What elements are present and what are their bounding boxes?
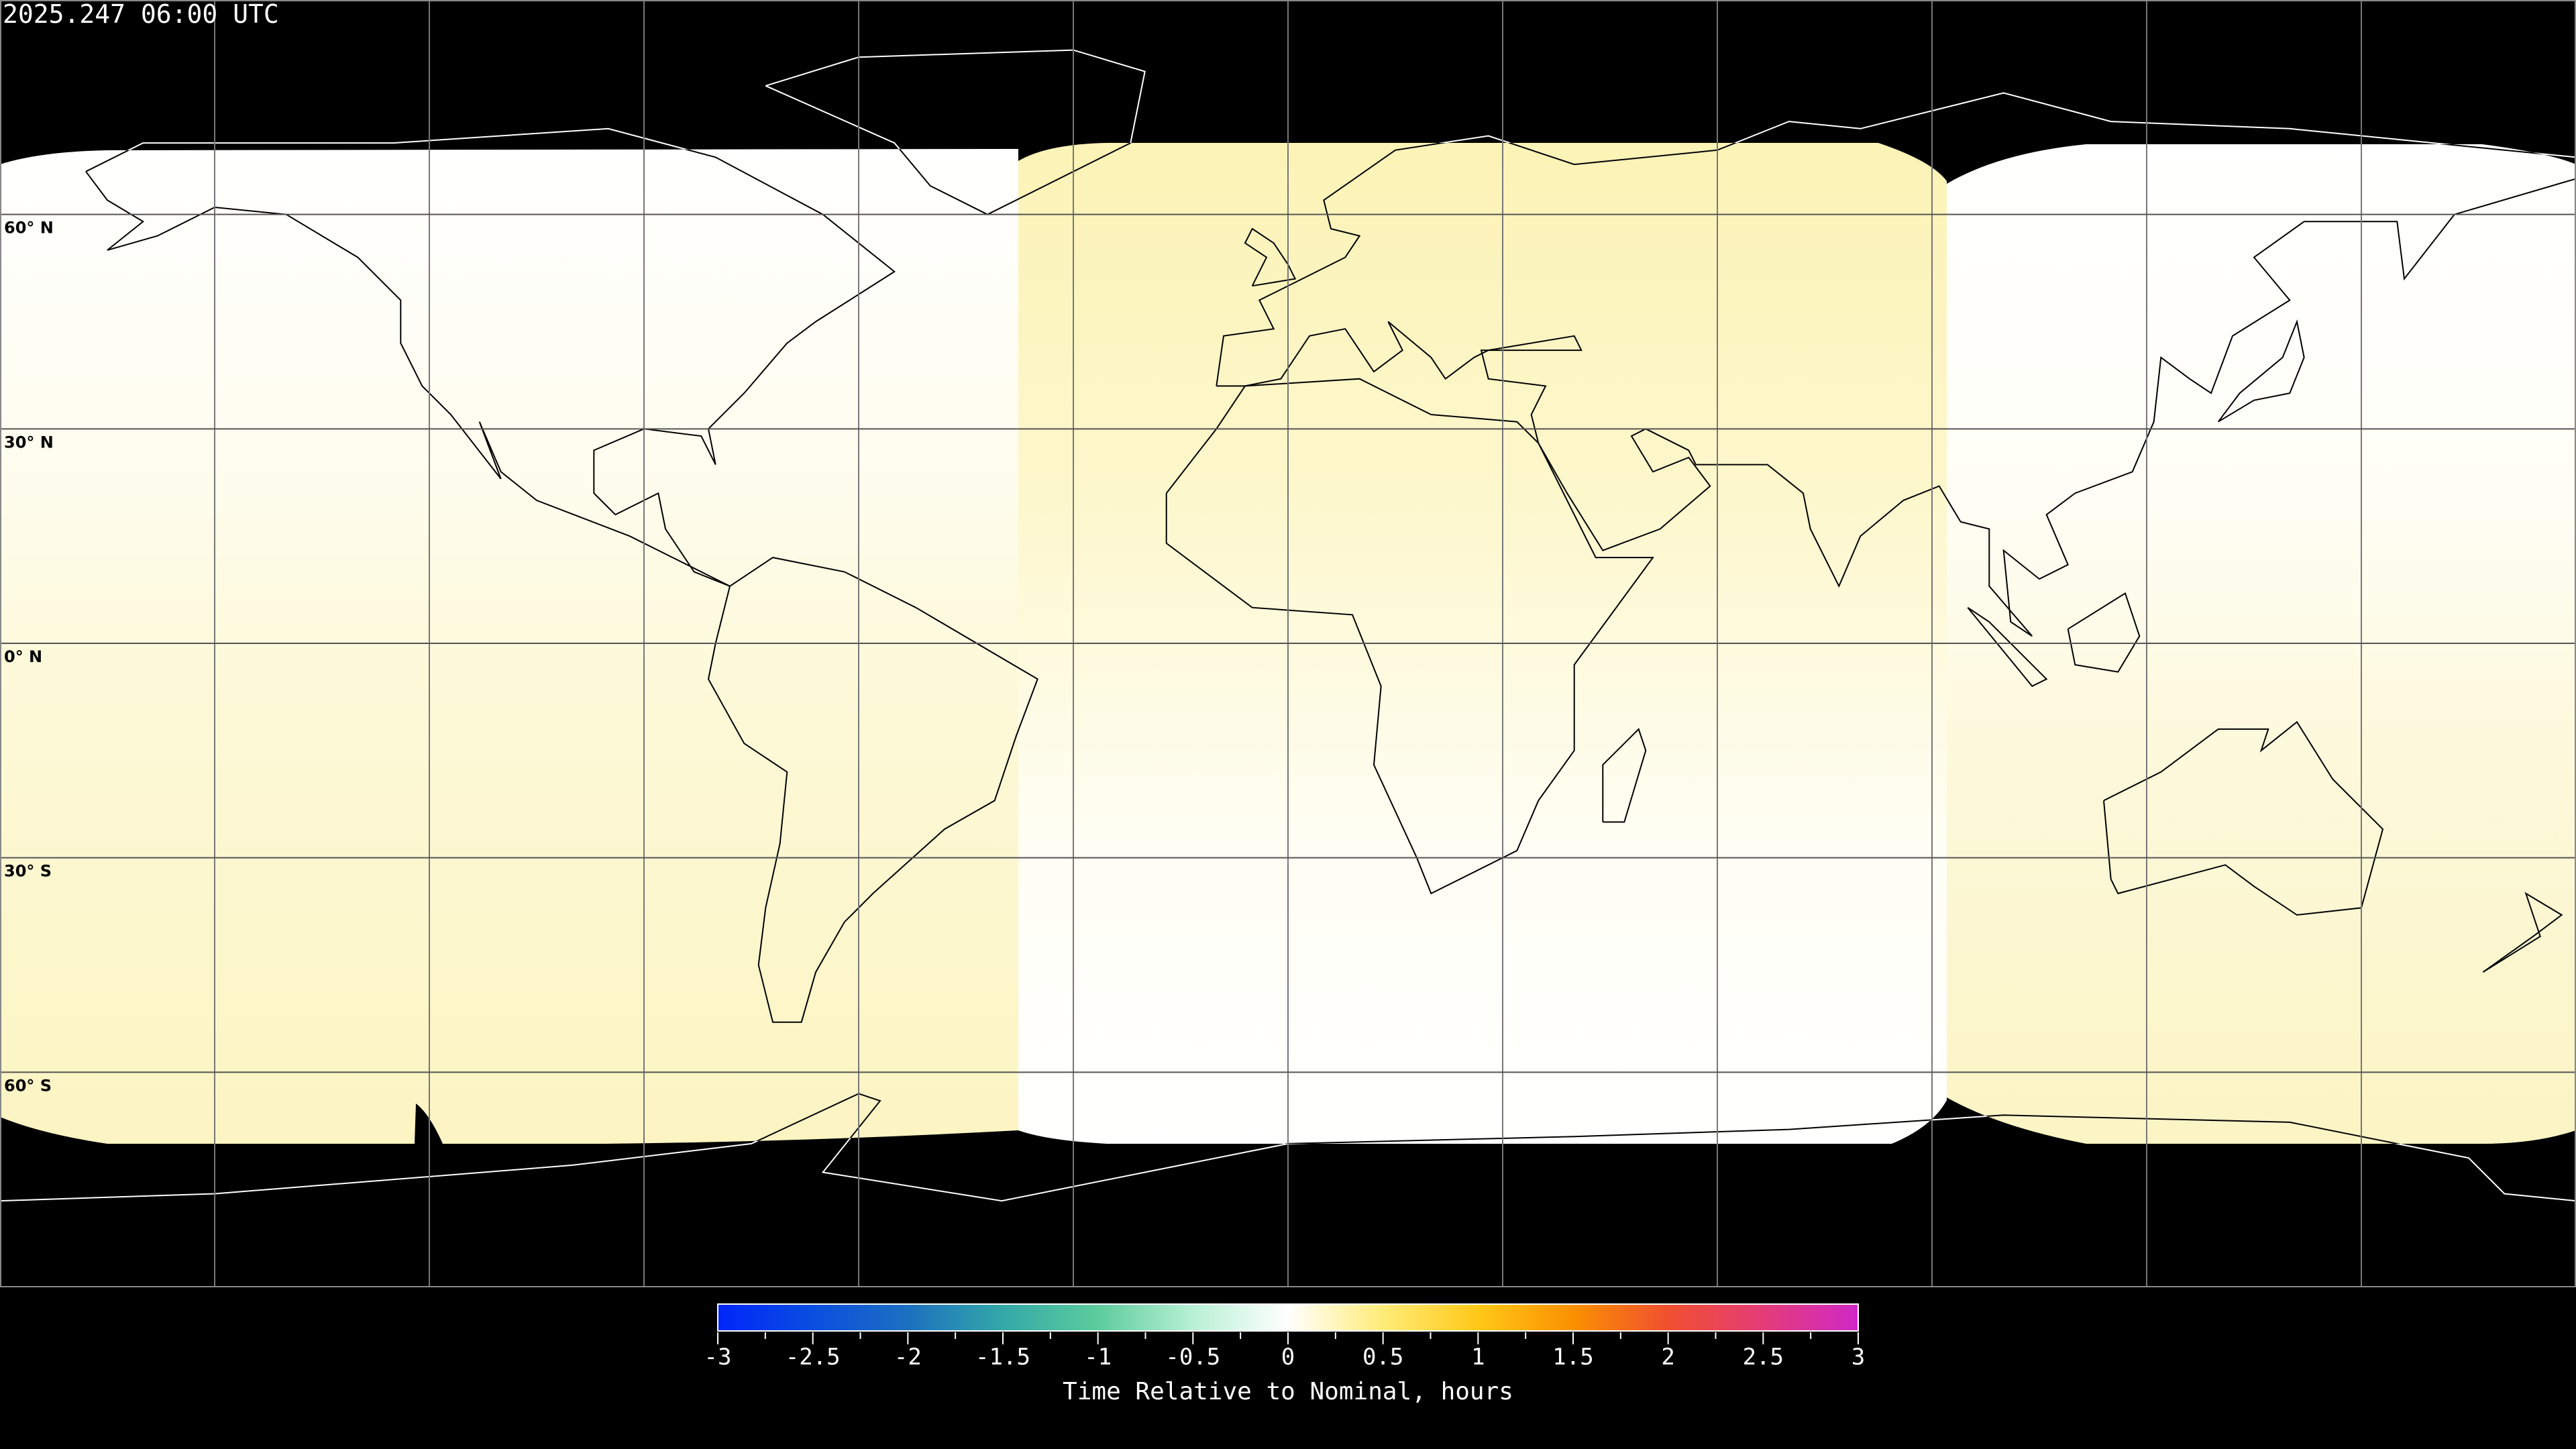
colorbar-tick-label: -1.5 [975,1344,1030,1371]
colorbar-tick-label: 0 [1281,1344,1295,1371]
coastline-africa [1165,378,1654,895]
colorbar-tick-label: 3 [1851,1344,1865,1371]
colorbar-tick-label: 1.5 [1552,1344,1593,1371]
graticule [0,0,2576,1287]
colorbar-tick-label: -2 [894,1344,922,1371]
coastline-borneo [2067,592,2141,673]
latitude-label: 30° S [4,862,52,881]
coastline-sumatra [1967,606,2048,688]
coastlines [0,143,2576,1144]
coastline-greenland [765,143,1146,215]
latitude-label: 60° S [4,1076,52,1095]
coverage-band-west [0,149,1073,1144]
coastline-japan [2217,319,2305,423]
colorbar-tick-label: 1 [1471,1344,1485,1371]
colorbar-tick-label: 0.5 [1362,1344,1403,1371]
colorbar-tick-label: -0.5 [1165,1344,1220,1371]
coastline-antarctica [0,1093,2576,1144]
latitude-label: 0° N [4,647,42,666]
coastline-north-america [85,143,896,587]
coastline-australia [2103,720,2384,916]
latitude-label: 30° N [4,433,54,451]
latitude-label: 60° N [4,219,54,237]
colorbar-tick-label: 2 [1661,1344,1674,1371]
map-border [0,0,2576,1287]
coastline-madagascar [1602,728,1647,823]
colorbar-gradient [717,1303,1859,1332]
colorbar-label: Time Relative to Nominal, hours [1063,1378,1513,1405]
colorbar-tick-label: -2.5 [786,1344,841,1371]
colorbar-tick-label: 2.5 [1743,1344,1784,1371]
colorbar: -3 -2.5 -2 -1.5 -1 -0.5 0 0.5 1 1.5 2 2.5 3 Time Rel… [704,1303,1865,1405]
coastline-new-zealand [2482,892,2563,973]
colorbar-tick-label: -3 [704,1344,732,1371]
coastline-eurasia [1216,143,2576,637]
coastline-great-britain [1244,227,1297,287]
colorbar-tick-label: -1 [1084,1344,1112,1371]
timestamp-title: 2025.247 06:00 UTC [3,0,279,29]
coastline-south-america [707,557,1038,1023]
